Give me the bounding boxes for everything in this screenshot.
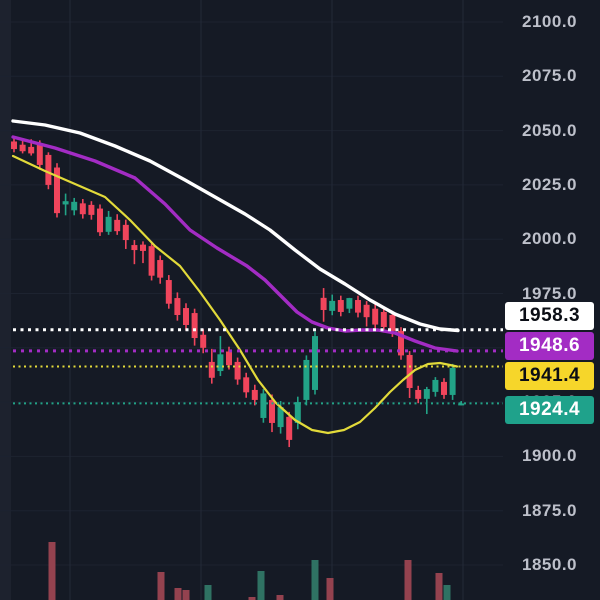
volume-bar: [311, 560, 319, 600]
candle-down: [97, 208, 103, 233]
candle-down: [19, 144, 26, 152]
candle-up: [458, 403, 465, 406]
candle-down: [320, 297, 327, 311]
candle-down: [286, 416, 293, 440]
candle-up: [303, 359, 310, 400]
candle-down: [441, 381, 447, 395]
candle-down: [183, 308, 189, 325]
volume-bar: [276, 595, 284, 600]
candle-down: [243, 377, 250, 393]
volume-bar: [326, 578, 334, 600]
candle-down: [28, 146, 35, 154]
volume-bar: [435, 573, 443, 600]
ma-yellow: [11, 154, 459, 435]
candle-down: [54, 167, 60, 214]
candle-down: [165, 280, 172, 304]
volume-bar: [443, 585, 451, 600]
candle-down: [208, 361, 215, 378]
candle-down: [406, 354, 413, 388]
candle-down: [226, 351, 232, 366]
candle-down: [157, 260, 164, 278]
candle-down: [148, 246, 155, 276]
candle-down: [355, 300, 361, 313]
ma-purple: [11, 135, 459, 353]
candle-up: [449, 367, 456, 395]
candle-down: [337, 300, 344, 312]
candle-down: [380, 311, 387, 327]
candle-down: [114, 219, 121, 232]
candle-down: [140, 244, 146, 251]
candle-up: [329, 300, 336, 311]
candle-up: [346, 298, 353, 309]
candle-down: [251, 389, 258, 400]
chart-left-gutter: [0, 0, 11, 600]
candle-up: [62, 201, 69, 205]
candle-up: [312, 336, 318, 390]
candle-down: [79, 203, 86, 215]
candle-down: [36, 144, 43, 165]
candle-down: [122, 224, 129, 241]
volume-bar: [257, 571, 265, 600]
candle-down: [174, 298, 181, 316]
candle-down: [131, 245, 138, 251]
volume-bar: [157, 572, 165, 600]
candle-down: [45, 154, 52, 185]
candle-down: [88, 204, 95, 215]
candle-up: [217, 354, 224, 372]
candle-down: [372, 308, 379, 325]
volume-bar: [48, 542, 56, 600]
volume-bar: [404, 560, 412, 600]
volume-bar: [204, 585, 212, 600]
volume-bar: [182, 590, 190, 600]
candle-down: [415, 389, 422, 399]
candle-up: [260, 393, 267, 418]
candle-up: [432, 379, 439, 392]
candle-down: [11, 141, 17, 150]
ma-white: [11, 119, 460, 333]
candle-down: [363, 304, 370, 318]
candle-up: [423, 389, 430, 399]
candle-up: [105, 216, 112, 232]
candle-down: [191, 313, 198, 339]
candle-up: [277, 407, 284, 428]
candle-down: [389, 315, 396, 331]
candle-down: [269, 399, 275, 423]
candle-down: [234, 361, 241, 380]
candle-down: [200, 334, 207, 348]
candle-down: [398, 330, 404, 356]
volume-bar: [248, 597, 256, 600]
volume-bar: [174, 588, 182, 600]
candle-up: [71, 201, 78, 211]
candle-up: [294, 402, 301, 423]
